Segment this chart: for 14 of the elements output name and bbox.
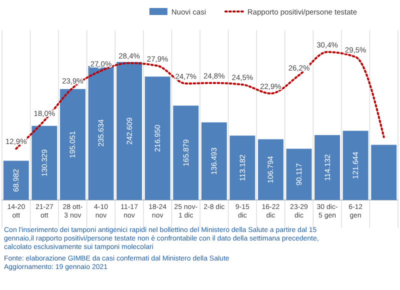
bar: [3, 160, 29, 200]
bar: [258, 139, 284, 200]
bar: [144, 76, 170, 200]
bar: [116, 62, 142, 200]
bar: [286, 148, 312, 200]
bar: [60, 89, 86, 200]
bar: [88, 66, 114, 200]
bar: [230, 136, 256, 200]
bar: [32, 126, 58, 200]
bar: [173, 106, 199, 200]
bar: [314, 135, 340, 200]
bar: [371, 144, 397, 200]
bar: [342, 130, 368, 200]
bar: [201, 122, 227, 200]
